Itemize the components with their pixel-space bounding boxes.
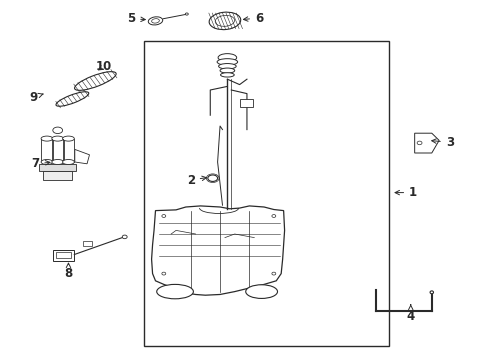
Text: 8: 8 — [64, 263, 72, 280]
Ellipse shape — [209, 12, 240, 30]
Ellipse shape — [215, 15, 234, 26]
Bar — [43, 171, 72, 180]
Ellipse shape — [52, 159, 63, 165]
Ellipse shape — [217, 59, 237, 65]
Ellipse shape — [122, 235, 127, 239]
Ellipse shape — [52, 136, 63, 141]
Text: 6: 6 — [243, 12, 263, 24]
Bar — [56, 252, 71, 258]
Ellipse shape — [185, 13, 188, 15]
Ellipse shape — [271, 272, 275, 275]
Bar — [239, 99, 253, 107]
Ellipse shape — [220, 68, 234, 73]
Ellipse shape — [162, 215, 165, 217]
Ellipse shape — [41, 159, 53, 165]
Text: 3: 3 — [431, 136, 453, 149]
Text: 1: 1 — [394, 186, 416, 199]
Text: 7: 7 — [31, 157, 50, 170]
Ellipse shape — [162, 272, 165, 275]
Ellipse shape — [220, 73, 234, 77]
Ellipse shape — [53, 127, 62, 134]
Bar — [144, 41, 388, 346]
Ellipse shape — [156, 284, 193, 299]
Ellipse shape — [56, 92, 89, 106]
Bar — [39, 164, 76, 171]
Ellipse shape — [62, 159, 74, 165]
Ellipse shape — [148, 17, 163, 25]
Ellipse shape — [207, 175, 217, 181]
Ellipse shape — [41, 136, 53, 141]
Ellipse shape — [218, 64, 236, 69]
Text: 2: 2 — [186, 174, 206, 186]
Ellipse shape — [271, 215, 275, 217]
Ellipse shape — [245, 285, 277, 298]
Polygon shape — [414, 133, 438, 153]
Text: 5: 5 — [127, 12, 145, 25]
Ellipse shape — [62, 136, 74, 141]
Bar — [53, 250, 74, 261]
Text: 10: 10 — [95, 60, 112, 73]
Text: 4: 4 — [406, 305, 414, 323]
Bar — [83, 241, 92, 246]
Polygon shape — [75, 149, 89, 164]
Ellipse shape — [218, 54, 236, 62]
PathPatch shape — [151, 206, 284, 295]
Ellipse shape — [74, 72, 116, 90]
Text: 9: 9 — [29, 91, 43, 104]
Ellipse shape — [429, 291, 433, 294]
Ellipse shape — [416, 141, 421, 145]
Ellipse shape — [151, 19, 159, 23]
